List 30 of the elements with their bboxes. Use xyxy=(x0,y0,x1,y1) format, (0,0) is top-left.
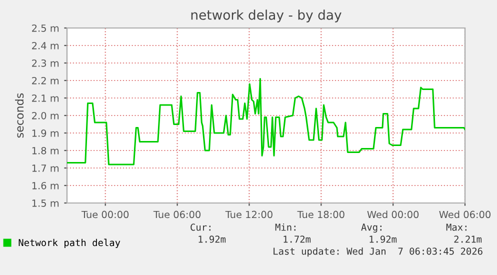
text: Cur: xyxy=(190,224,210,231)
text: Max: xyxy=(446,224,466,231)
text: 1.72m xyxy=(284,236,311,243)
text: Last update: Wed Jan 7 06:03:45 2026 xyxy=(274,247,482,257)
y-axis-title: seconds xyxy=(15,93,24,138)
y-tick-label: 1.7 m xyxy=(32,164,59,172)
x-tick-label: Tue 12:00 xyxy=(225,210,272,218)
y-tick-label: 2.1 m xyxy=(32,94,59,102)
y-tick-label: 1.5 m xyxy=(32,200,59,207)
legend-label: Network path delay xyxy=(18,238,120,248)
x-tick-label: Tue 06:00 xyxy=(153,210,201,218)
y-tick-label: 2.5 m xyxy=(32,24,59,32)
text: Avg: xyxy=(361,224,382,233)
x-tick-label: Wed 06:00 xyxy=(439,210,491,218)
y-tick-label: 1.8 m xyxy=(32,146,59,154)
text: 2.21m xyxy=(454,236,482,243)
text: 1.92m xyxy=(370,236,397,243)
y-tick-label: 2.3 m xyxy=(32,59,59,67)
chart-title: network delay - by day xyxy=(191,10,342,22)
y-tick-label: 1.6 m xyxy=(32,182,59,190)
y-tick-label: 2.0 m xyxy=(32,112,59,120)
x-tick-label: Wed 00:00 xyxy=(367,210,419,218)
y-tick-label: 2.2 m xyxy=(32,76,59,84)
text: 1.92m xyxy=(198,236,226,243)
x-tick-label: Tue 00:00 xyxy=(81,210,129,218)
y-tick-label: 2.4 m xyxy=(32,42,59,50)
y-tick-label: 1.9 m xyxy=(32,129,59,137)
text: Min: xyxy=(275,223,296,231)
line-series xyxy=(67,78,465,166)
x-tick-label: Tue 18:00 xyxy=(297,210,344,218)
